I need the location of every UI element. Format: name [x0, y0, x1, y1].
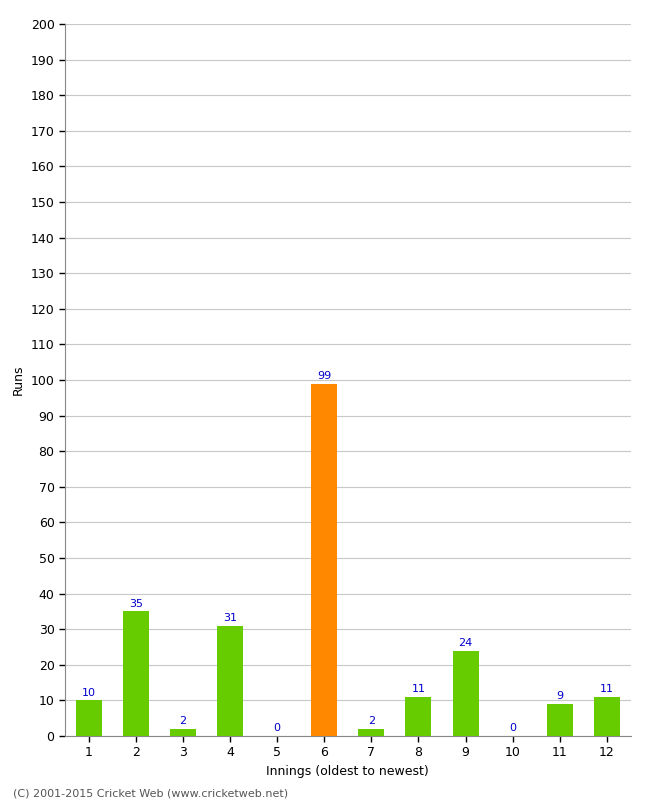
- Bar: [452, 650, 478, 736]
- Bar: [406, 697, 432, 736]
- Text: 9: 9: [556, 691, 564, 701]
- Text: 99: 99: [317, 370, 332, 381]
- Bar: [547, 704, 573, 736]
- Text: 2: 2: [179, 716, 187, 726]
- Bar: [217, 626, 243, 736]
- Bar: [123, 611, 149, 736]
- Text: 10: 10: [81, 687, 96, 698]
- Bar: [358, 729, 384, 736]
- Text: 0: 0: [509, 723, 516, 733]
- Bar: [170, 729, 196, 736]
- Text: 24: 24: [458, 638, 473, 648]
- Text: 0: 0: [274, 723, 281, 733]
- Bar: [311, 383, 337, 736]
- Text: (C) 2001-2015 Cricket Web (www.cricketweb.net): (C) 2001-2015 Cricket Web (www.cricketwe…: [13, 788, 288, 798]
- Y-axis label: Runs: Runs: [12, 365, 25, 395]
- Text: 2: 2: [368, 716, 375, 726]
- Text: 35: 35: [129, 598, 143, 609]
- Text: 11: 11: [600, 684, 614, 694]
- Text: 11: 11: [411, 684, 426, 694]
- Text: 31: 31: [223, 613, 237, 622]
- X-axis label: Innings (oldest to newest): Innings (oldest to newest): [266, 765, 429, 778]
- Bar: [594, 697, 620, 736]
- Bar: [75, 701, 101, 736]
